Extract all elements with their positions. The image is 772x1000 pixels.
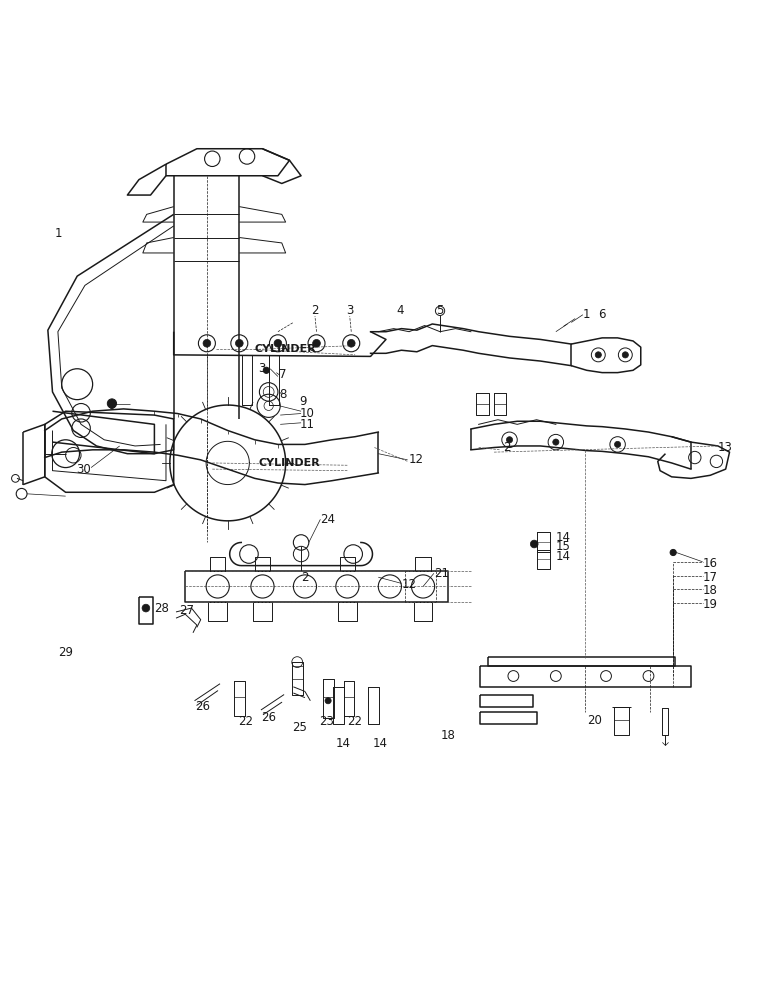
Circle shape <box>553 439 559 445</box>
Circle shape <box>263 367 269 373</box>
Text: 19: 19 <box>703 598 717 611</box>
Text: 16: 16 <box>703 557 717 570</box>
Circle shape <box>235 339 243 347</box>
Circle shape <box>274 339 282 347</box>
Text: 24: 24 <box>320 513 335 526</box>
Text: 6: 6 <box>598 308 606 321</box>
Text: CYLINDER: CYLINDER <box>259 458 320 468</box>
Text: 22: 22 <box>347 715 363 728</box>
Text: 14: 14 <box>556 531 571 544</box>
Text: 27: 27 <box>179 604 194 617</box>
Circle shape <box>142 604 150 612</box>
Text: 20: 20 <box>587 714 601 727</box>
Text: 25: 25 <box>292 721 307 734</box>
Circle shape <box>325 698 331 704</box>
Text: 15: 15 <box>556 540 571 553</box>
Text: 29: 29 <box>58 646 73 659</box>
Text: 22: 22 <box>238 715 253 728</box>
Text: 8: 8 <box>279 388 287 401</box>
Text: 9: 9 <box>300 395 307 408</box>
Circle shape <box>203 339 211 347</box>
Text: 14: 14 <box>556 550 571 563</box>
Text: 13: 13 <box>718 441 733 454</box>
Circle shape <box>615 441 621 448</box>
Text: 18: 18 <box>703 584 717 597</box>
Circle shape <box>530 540 538 548</box>
Text: 7: 7 <box>279 368 287 381</box>
Text: 23: 23 <box>319 715 334 728</box>
Text: 11: 11 <box>300 418 314 431</box>
Text: 14: 14 <box>336 737 351 750</box>
Text: 14: 14 <box>372 737 388 750</box>
Text: 21: 21 <box>434 567 449 580</box>
Circle shape <box>506 437 513 443</box>
Text: 1: 1 <box>54 227 62 240</box>
Circle shape <box>347 339 355 347</box>
Circle shape <box>313 339 320 347</box>
Text: 10: 10 <box>300 407 314 420</box>
Text: 30: 30 <box>76 463 91 476</box>
Text: 2: 2 <box>503 441 511 454</box>
Text: 6: 6 <box>107 399 114 412</box>
Text: 18: 18 <box>440 729 455 742</box>
Text: 5: 5 <box>436 304 444 317</box>
Text: 12: 12 <box>401 578 416 591</box>
Text: 2: 2 <box>301 571 309 584</box>
Circle shape <box>622 352 628 358</box>
Text: 28: 28 <box>154 602 169 615</box>
Circle shape <box>595 352 601 358</box>
Text: 3: 3 <box>346 304 354 317</box>
Text: 26: 26 <box>261 711 276 724</box>
Text: 4: 4 <box>396 304 404 317</box>
Text: 26: 26 <box>195 700 211 713</box>
Text: CYLINDER: CYLINDER <box>255 344 317 354</box>
Circle shape <box>107 399 117 408</box>
Text: 2: 2 <box>311 304 319 317</box>
Text: 1: 1 <box>583 308 591 321</box>
Circle shape <box>670 549 676 556</box>
Text: 17: 17 <box>703 571 717 584</box>
Text: 12: 12 <box>409 453 424 466</box>
Text: 3: 3 <box>259 362 266 375</box>
